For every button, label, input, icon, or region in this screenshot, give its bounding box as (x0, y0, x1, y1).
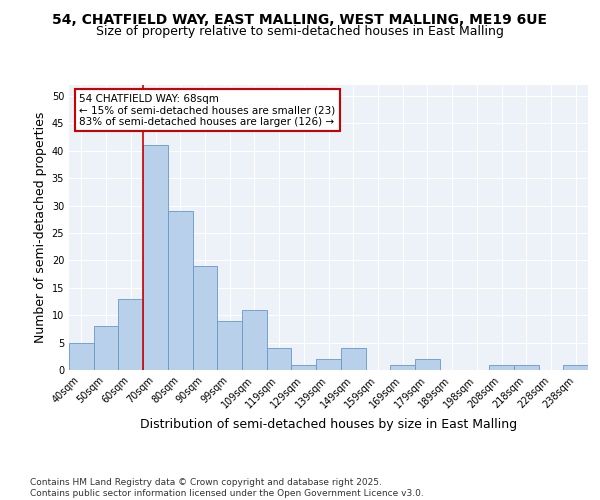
Bar (143, 146, 168, 370)
Text: Contains HM Land Registry data © Crown copyright and database right 2025.
Contai: Contains HM Land Registry data © Crown c… (30, 478, 424, 498)
Bar (118, 298, 143, 370)
Bar (415, 359, 440, 370)
Bar (563, 364, 588, 370)
Bar (390, 364, 415, 370)
Text: 54, CHATFIELD WAY, EAST MALLING, WEST MALLING, ME19 6UE: 54, CHATFIELD WAY, EAST MALLING, WEST MA… (53, 12, 548, 26)
Bar (316, 359, 341, 370)
Bar (217, 320, 242, 370)
Bar (341, 348, 365, 370)
Bar (489, 364, 514, 370)
Bar (94, 326, 118, 370)
Bar (193, 266, 217, 370)
Text: Size of property relative to semi-detached houses in East Malling: Size of property relative to semi-detach… (96, 25, 504, 38)
Bar (242, 310, 267, 370)
X-axis label: Distribution of semi-detached houses by size in East Malling: Distribution of semi-detached houses by … (140, 418, 517, 431)
Bar (267, 348, 292, 370)
Y-axis label: Number of semi-detached properties: Number of semi-detached properties (34, 112, 47, 343)
Bar (168, 211, 193, 370)
Bar (292, 364, 316, 370)
Bar (514, 364, 539, 370)
Bar (69, 342, 94, 370)
Text: 54 CHATFIELD WAY: 68sqm
← 15% of semi-detached houses are smaller (23)
83% of se: 54 CHATFIELD WAY: 68sqm ← 15% of semi-de… (79, 94, 335, 126)
